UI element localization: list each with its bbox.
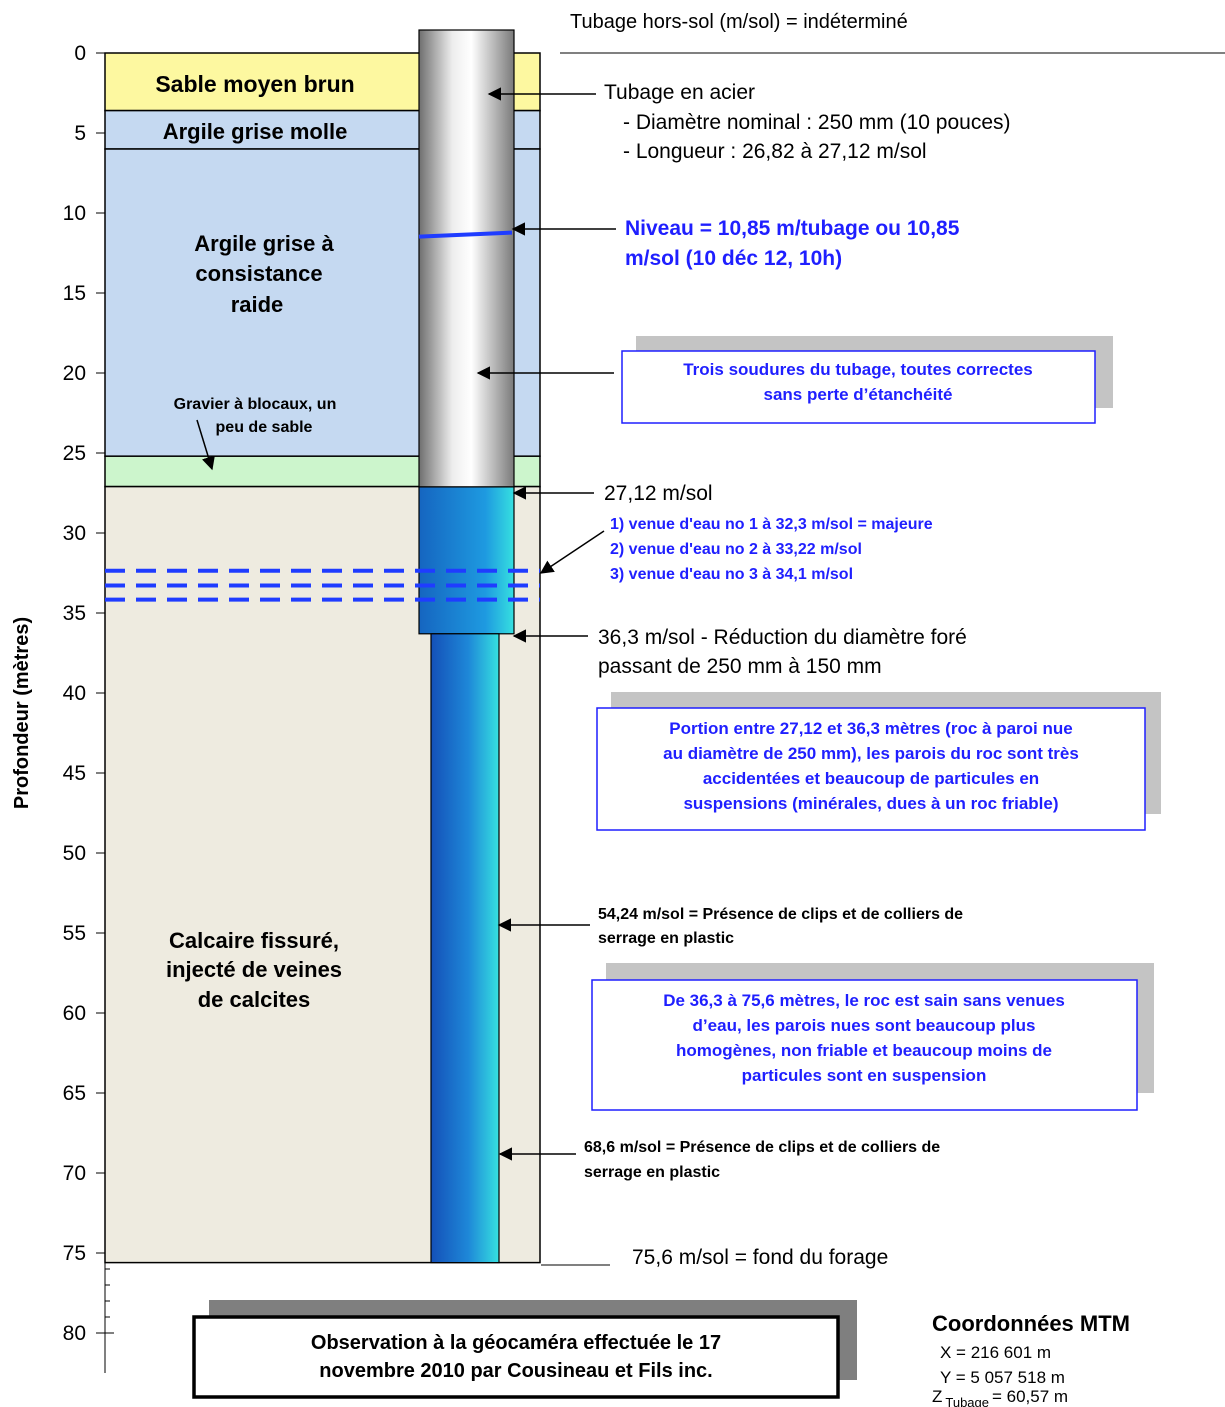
- layer-labels: Sable moyen brun Argile grise molle Argi…: [155, 71, 354, 1012]
- clips1-text-2: serrage en plastic: [598, 930, 734, 947]
- portion-box: [596, 707, 1146, 831]
- coordinate-x: X = 216 601 m: [940, 1343, 1051, 1362]
- welds-box: [621, 350, 1096, 424]
- clips2-text-2: serrage en plastic: [584, 1164, 720, 1181]
- welds-text-2: sans perte d’étanchéité: [764, 385, 953, 404]
- tick-label: 65: [63, 1082, 86, 1105]
- sound-rock-text-4: particules sont en suspension: [742, 1066, 987, 1085]
- layer-label-sand: Sable moyen brun: [155, 71, 354, 97]
- observation-text-2: novembre 2010 par Cousineau et Fils inc.: [319, 1360, 712, 1382]
- casing-bottom-text: 27,12 m/sol: [604, 482, 713, 505]
- sound-rock-text-2: d’eau, les parois nues sont beaucoup plu…: [693, 1016, 1036, 1035]
- open-hole-250mm: [418, 486, 515, 635]
- tick-label: 45: [63, 762, 86, 785]
- layer-label-limestone-3: de calcites: [198, 987, 311, 1012]
- sound-rock-box: [591, 979, 1138, 1111]
- casing-length: - Longueur : 26,82 à 27,12 m/sol: [623, 140, 927, 163]
- coordinates-title: Coordonnées MTM: [932, 1311, 1130, 1336]
- casing-diameter: - Diamètre nominal : 250 mm (10 pouces): [623, 111, 1011, 134]
- observation-box: [192, 1315, 840, 1399]
- reduction-text-1: 36,3 m/sol - Réduction du diamètre foré: [598, 626, 967, 649]
- tick-label: 60: [63, 1002, 86, 1025]
- layer-label-limestone-1: Calcaire fissuré,: [169, 928, 339, 953]
- bottom-text: 75,6 m/sol = fond du forage: [632, 1246, 888, 1269]
- portion-text-2: au diamètre de 250 mm), les parois du ro…: [663, 744, 1079, 763]
- layer-label-stiff-clay-1: Argile grise à: [194, 231, 334, 256]
- water-inflow-lines: [105, 568, 540, 602]
- water-level-text-2: m/sol (10 déc 12, 10h): [625, 247, 842, 270]
- water-level-text-1: Niveau = 10,85 m/tubage ou 10,85: [625, 217, 960, 240]
- tick-label: 40: [63, 682, 86, 705]
- portion-text-1: Portion entre 27,12 et 36,3 mètres (roc …: [669, 719, 1072, 738]
- portion-text-3: accidentées et beaucoup de particules en: [703, 769, 1039, 788]
- tick-label: 0: [74, 42, 86, 65]
- water-level-line: [418, 230, 513, 239]
- coordinate-y: Y = 5 057 518 m: [940, 1368, 1065, 1387]
- inflow-text-3: 3) venue d'eau no 3 à 34,1 m/sol: [610, 566, 853, 583]
- layer-label-limestone-2: injecté de veines: [166, 957, 342, 982]
- layer-label-gravel-1: Gravier à blocaux, un: [174, 396, 337, 413]
- depth-axis: 0 5 10 15 20 25 30 35 40 45 50 55 60 65 70 75 80 Profond…: [11, 42, 114, 1373]
- open-hole-150mm: [430, 633, 500, 1264]
- tick-label: 70: [63, 1162, 86, 1185]
- tick-label: 55: [63, 922, 86, 945]
- layer-label-stiff-clay-2: consistance: [195, 261, 322, 286]
- tick-label: 15: [63, 282, 86, 305]
- clips2-text-1: 68,6 m/sol = Présence de clips et de col…: [584, 1139, 940, 1156]
- tick-label: 50: [63, 842, 86, 865]
- tick-label: 35: [63, 602, 86, 625]
- inflow-text-1: 1) venue d'eau no 1 à 32,3 m/sol = majeu…: [610, 516, 933, 533]
- annotations: Tubage en acier - Diamètre nominal : 250…: [476, 81, 1161, 1269]
- tick-label: 5: [74, 122, 86, 145]
- layer-label-gravel-2: peu de sable: [216, 419, 313, 436]
- layer-label-stiff-clay-3: raide: [231, 292, 284, 317]
- inflow-text-2: 2) venue d'eau no 2 à 33,22 m/sol: [610, 541, 862, 558]
- sound-rock-text-1: De 36,3 à 75,6 mètres, le roc est sain s…: [663, 991, 1065, 1010]
- tick-label: 80: [63, 1322, 86, 1345]
- tick-label: 75: [63, 1242, 86, 1265]
- tick-label: 20: [63, 362, 86, 385]
- layer-label-soft-clay: Argile grise molle: [163, 119, 348, 144]
- observation-text-1: Observation à la géocaméra effectuée le …: [311, 1332, 721, 1354]
- sound-rock-text-3: homogènes, non friable et beaucoup moins…: [676, 1041, 1052, 1060]
- tick-label: 25: [63, 442, 86, 465]
- inflow-arrow: [539, 530, 605, 574]
- gravel-pointer-arrow: [196, 419, 215, 471]
- observation-note: Observation à la géocaméra effectuée le …: [192, 1300, 857, 1399]
- welds-text-1: Trois soudures du tubage, toutes correct…: [683, 360, 1033, 379]
- coordinate-z: Z Tubage = 60,57 m: [932, 1387, 1068, 1407]
- mtm-coordinates: Coordonnées MTM X = 216 601 m Y = 5 057 …: [932, 1311, 1130, 1407]
- steel-casing: [418, 29, 515, 488]
- casing-title: Tubage en acier: [604, 81, 755, 104]
- casing-above-ground-label: Tubage hors-sol (m/sol) = indéterminé: [570, 11, 908, 33]
- tick-label: 10: [63, 202, 86, 225]
- clips1-text-1: 54,24 m/sol = Présence de clips et de co…: [598, 906, 963, 923]
- borehole: [105, 29, 540, 1264]
- portion-text-4: suspensions (minérales, dues à un roc fr…: [683, 794, 1058, 813]
- tick-label: 30: [63, 522, 86, 545]
- reduction-text-2: passant de 250 mm à 150 mm: [598, 655, 882, 678]
- depth-axis-title: Profondeur (mètres): [11, 617, 33, 809]
